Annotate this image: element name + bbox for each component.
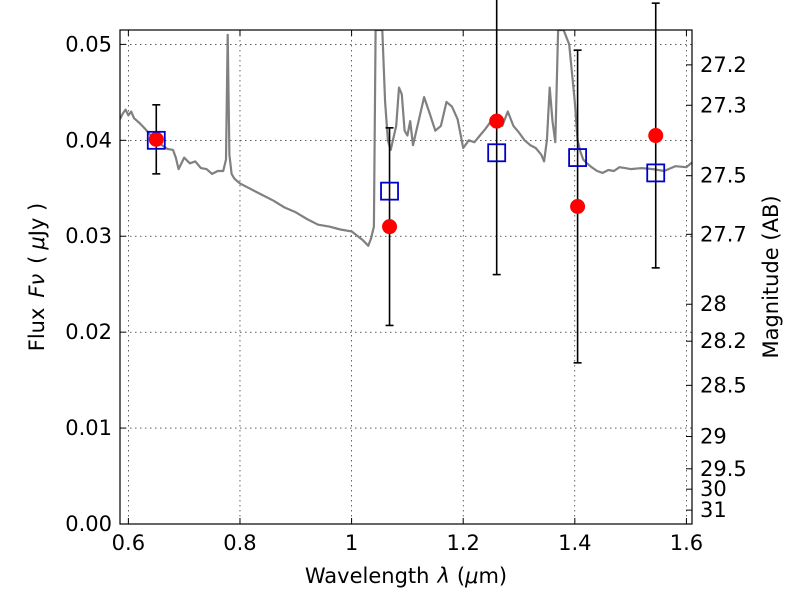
model-point-1 bbox=[380, 181, 399, 201]
y2-tick-label-4: 28 bbox=[700, 292, 727, 316]
y-tick-label-5: 0.05 bbox=[65, 32, 112, 56]
y-axis-unit-rest: Jy ) bbox=[25, 203, 49, 239]
x-tick-label-5: 1.6 bbox=[670, 531, 703, 555]
y2-tick-label-10: 31 bbox=[700, 498, 727, 522]
y-tick-label-3: 0.03 bbox=[65, 224, 112, 248]
plot-frame bbox=[119, 29, 693, 525]
y-axis: 0.00 0.01 0.02 0.03 0.04 0.05 bbox=[65, 32, 126, 536]
y-axis-label-text: Flux bbox=[25, 308, 49, 352]
y2-tick-label-8: 29.5 bbox=[700, 457, 747, 481]
x-axis-unit-mu: μ bbox=[464, 564, 478, 588]
y2-tick-label-5: 28.2 bbox=[700, 329, 747, 353]
x-axis-symbol: λ bbox=[436, 564, 449, 588]
y-tick-label-4: 0.04 bbox=[65, 128, 112, 152]
observed-points bbox=[148, 113, 664, 235]
observed-point-1 bbox=[382, 219, 398, 235]
y-axis-unit-mu: μ bbox=[25, 236, 49, 250]
y-tick-label-0: 0.00 bbox=[65, 512, 112, 536]
observed-point-2 bbox=[489, 113, 505, 129]
y-axis-symbol: Fν bbox=[25, 274, 49, 298]
x-tick-label-0: 0.6 bbox=[112, 531, 145, 555]
model-points bbox=[146, 130, 666, 201]
observed-point-3 bbox=[570, 198, 586, 214]
y2-tick-label-6: 28.5 bbox=[700, 373, 747, 397]
y-axis-unit-open: ( bbox=[25, 256, 49, 264]
grid-lines bbox=[120, 30, 692, 524]
model-point-4 bbox=[646, 163, 666, 183]
y2-tick-label-9: 30 bbox=[700, 477, 727, 501]
model-point-3 bbox=[568, 148, 587, 167]
y2-tick-label-2: 27.5 bbox=[700, 164, 747, 188]
y2-tick-label-3: 27.7 bbox=[700, 222, 747, 246]
y2-tick-label-1: 27.3 bbox=[700, 93, 747, 117]
model-point-2 bbox=[487, 143, 507, 163]
y2-axis-label: Magnitude (AB) bbox=[759, 195, 783, 358]
x-tick-label-2: 1 bbox=[345, 531, 358, 555]
x-tick-label-3: 1.2 bbox=[446, 531, 479, 555]
observed-point-0 bbox=[148, 131, 164, 147]
observed-point-4 bbox=[648, 128, 664, 144]
x-axis: 0.6 0.8 1 1.2 1.4 1.6 bbox=[112, 30, 703, 555]
x-axis-label-text: Wavelength bbox=[305, 564, 430, 588]
x-tick-label-4: 1.4 bbox=[558, 531, 591, 555]
y-tick-label-1: 0.01 bbox=[65, 416, 112, 440]
model-point-0 bbox=[146, 130, 166, 150]
model-spectrum-line bbox=[120, 30, 692, 247]
y2-tick-label-7: 29 bbox=[700, 425, 727, 449]
x-axis-label: Wavelength λ (μm) bbox=[305, 564, 507, 588]
x-tick-label-1: 0.8 bbox=[223, 531, 256, 555]
y2-tick-label-0: 27.2 bbox=[700, 53, 747, 77]
y-tick-label-2: 0.02 bbox=[65, 320, 112, 344]
y-axis-label: Flux Fν ( μJy ) bbox=[25, 203, 49, 352]
x-axis-unit-open: ( bbox=[457, 564, 465, 588]
x-axis-unit-rest: m) bbox=[478, 564, 507, 588]
